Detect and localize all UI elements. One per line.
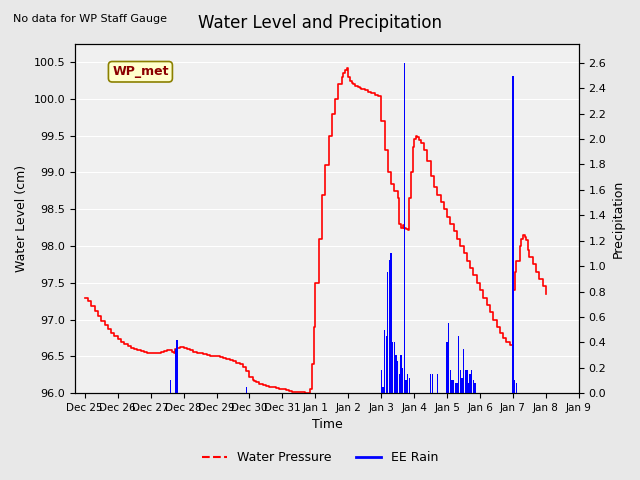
Y-axis label: Precipitation: Precipitation	[612, 180, 625, 258]
Bar	[456, 383, 458, 393]
X-axis label: Time: Time	[312, 419, 342, 432]
Bar	[454, 383, 456, 393]
Bar	[514, 381, 515, 393]
Bar	[468, 383, 469, 393]
Bar	[408, 378, 410, 393]
Bar	[404, 63, 405, 393]
Bar	[405, 381, 406, 393]
Bar	[431, 374, 433, 393]
Bar	[170, 381, 171, 393]
Bar	[394, 342, 395, 393]
Legend: Water Pressure, EE Rain: Water Pressure, EE Rain	[196, 446, 444, 469]
Bar	[388, 260, 390, 393]
Bar	[401, 355, 402, 393]
Bar	[392, 342, 394, 393]
Bar	[512, 75, 514, 393]
Bar	[466, 370, 467, 393]
Bar	[450, 370, 451, 393]
Bar	[382, 387, 383, 393]
Bar	[177, 340, 178, 393]
Bar	[451, 381, 452, 393]
Bar	[399, 374, 400, 393]
Text: No data for WP Staff Gauge: No data for WP Staff Gauge	[13, 14, 167, 24]
Bar	[474, 383, 476, 393]
Bar	[461, 378, 463, 393]
Text: WP_met: WP_met	[112, 65, 169, 78]
Bar	[381, 370, 382, 393]
Bar	[470, 374, 471, 393]
Bar	[407, 374, 408, 393]
Bar	[384, 330, 385, 393]
Bar	[430, 374, 431, 393]
Bar	[516, 383, 517, 393]
Bar	[460, 370, 461, 393]
Bar	[453, 381, 454, 393]
Bar	[447, 342, 448, 393]
Bar	[390, 253, 392, 393]
Bar	[448, 323, 449, 393]
Bar	[473, 381, 474, 393]
Bar	[387, 273, 388, 393]
Bar	[396, 355, 397, 393]
Bar	[463, 348, 464, 393]
Bar	[246, 387, 247, 393]
Y-axis label: Water Level (cm): Water Level (cm)	[15, 165, 28, 272]
Bar	[175, 348, 176, 393]
Bar	[458, 336, 460, 393]
Text: Water Level and Precipitation: Water Level and Precipitation	[198, 14, 442, 33]
Bar	[402, 368, 403, 393]
Bar	[436, 374, 438, 393]
Bar	[397, 361, 398, 393]
Bar	[465, 370, 466, 393]
Bar	[385, 336, 387, 393]
Bar	[471, 370, 472, 393]
